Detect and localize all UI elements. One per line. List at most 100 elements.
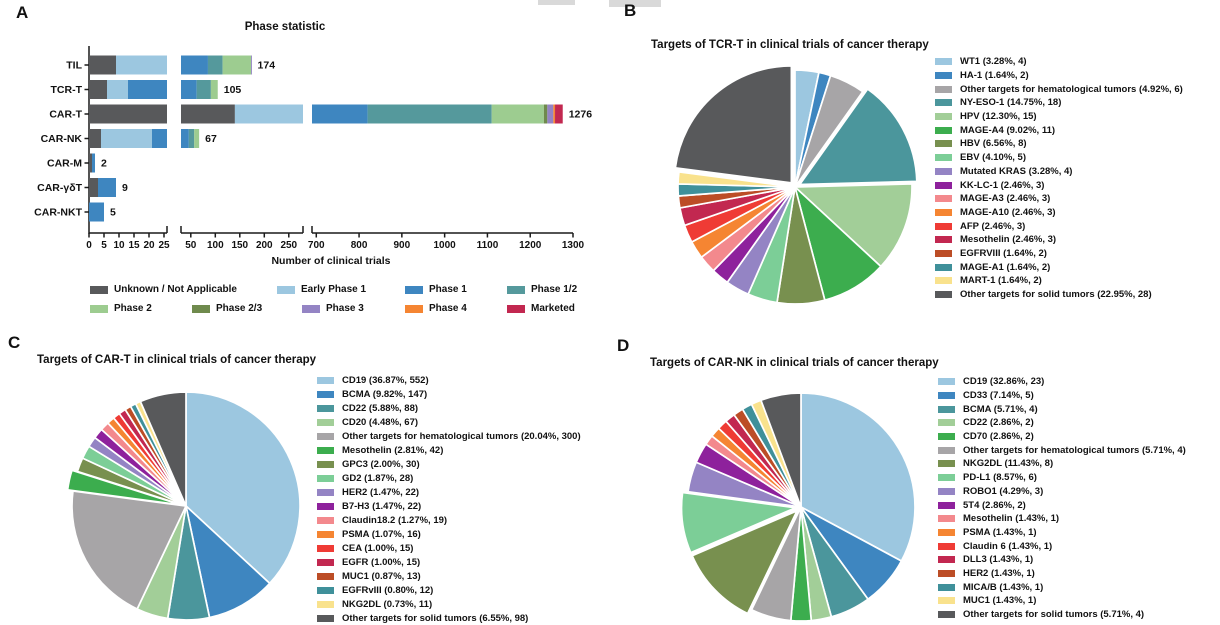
pie-legend-item: AFP (2.46%, 3) — [935, 219, 1183, 233]
panel-d-letter: D — [617, 336, 630, 355]
pie-legend-item: GPC3 (2.00%, 30) — [317, 457, 581, 471]
legend-swatch — [90, 304, 108, 313]
legend-swatch — [935, 154, 952, 162]
legend-swatch — [317, 600, 334, 608]
pie-slice — [750, 506, 802, 622]
legend-label: Early Phase 1 — [301, 284, 367, 295]
bar-segment — [89, 178, 98, 197]
legend-label: CD70 (2.86%, 2) — [963, 431, 1034, 443]
legend-swatch — [935, 263, 952, 271]
legend-swatch — [317, 530, 334, 538]
legend-label: EGFR (1.00%, 15) — [342, 556, 421, 568]
legend-swatch — [317, 572, 334, 580]
legend-label: HA-1 (1.64%, 2) — [960, 70, 1029, 82]
pie-legend-item: Mesothelin (2.46%, 3) — [935, 233, 1183, 247]
pie-legend-item: ROBO1 (4.29%, 3) — [938, 485, 1186, 499]
x-tick-label: 1000 — [434, 240, 457, 251]
carnk-pie-legend: CD19 (32.86%, 23) CD33 (7.14%, 5) BCMA (5.… — [938, 375, 1186, 621]
legend-label: MAGE-A4 (9.02%, 11) — [960, 124, 1056, 136]
bar-total-label: 2 — [101, 158, 107, 170]
legend-label: GD2 (1.87%, 28) — [342, 472, 414, 484]
x-tick-label: 1200 — [519, 240, 542, 251]
legend-swatch — [317, 558, 334, 566]
legend-swatch — [935, 140, 952, 148]
pie-slice — [691, 509, 798, 615]
phase-legend-item: Early Phase 1 — [277, 284, 366, 295]
legend-label: MAGE-A1 (1.64%, 2) — [960, 261, 1051, 273]
bar-segment — [92, 153, 95, 173]
legend-label: CD22 (2.86%, 2) — [963, 417, 1034, 429]
legend-swatch — [935, 236, 952, 244]
legend-swatch — [938, 378, 955, 386]
bar-segment — [101, 129, 152, 148]
phase-legend-item: Phase 1/2 — [507, 284, 577, 295]
legend-label: MUC1 (1.43%, 1) — [963, 595, 1037, 607]
pie-legend-item: MAGE-A4 (9.02%, 11) — [935, 123, 1183, 137]
bar-segment — [89, 153, 92, 173]
pie-slice — [799, 88, 918, 186]
pie-legend-item: Other targets for solid tumors (22.95%, … — [935, 288, 1183, 302]
legend-swatch — [938, 419, 955, 427]
bar-segment — [251, 55, 252, 75]
phase-legend-item: Phase 2 — [90, 303, 152, 314]
legend-swatch — [938, 446, 955, 454]
bar-total-label: 5 — [110, 207, 116, 219]
x-tick-label: 1100 — [477, 240, 499, 251]
legend-swatch — [317, 474, 334, 482]
pie-slice — [677, 171, 796, 188]
legend-label: Mesothelin (2.81%, 42) — [342, 444, 444, 456]
bar-total-label: 105 — [224, 84, 242, 96]
legend-label: AFP (2.46%, 3) — [960, 220, 1026, 232]
legend-swatch — [935, 113, 952, 121]
pie-legend-item: Mesothelin (1.43%, 1) — [938, 512, 1186, 526]
category-label: CAR-γδT — [37, 182, 82, 194]
pie-legend-item: PSMA (1.43%, 1) — [938, 526, 1186, 540]
pie-legend-item: NY-ESO-1 (14.75%, 18) — [935, 96, 1183, 110]
legend-label: GPC3 (2.00%, 30) — [342, 458, 420, 470]
legend-label: PSMA (1.07%, 16) — [342, 528, 421, 540]
legend-label: HER2 (1.43%, 1) — [963, 567, 1035, 579]
x-tick-label: 1300 — [562, 240, 585, 251]
phase-legend-item: Unknown / Not Applicable — [90, 284, 237, 295]
bar-segment — [89, 80, 107, 99]
legend-swatch — [405, 304, 423, 313]
x-tick-label: 100 — [207, 240, 224, 251]
tcrt-pie-chart — [674, 65, 918, 305]
pie-slice — [794, 74, 864, 188]
legend-label: Claudin18.2 (1.27%, 19) — [342, 514, 448, 526]
pie-legend-item: EBV (4.10%, 5) — [935, 151, 1183, 165]
pie-legend-item: 5T4 (2.86%, 2) — [938, 498, 1186, 512]
legend-label: Phase 2 — [114, 303, 152, 314]
pie-legend-item: NKG2DL (11.43%, 8) — [938, 457, 1186, 471]
legend-swatch — [938, 433, 955, 441]
legend-label: Phase 3 — [326, 303, 364, 314]
x-tick-label: 250 — [280, 240, 297, 251]
pie-legend-item: Mutated KRAS (3.28%, 4) — [935, 165, 1183, 179]
pie-slice — [139, 391, 187, 507]
legend-swatch — [938, 515, 955, 523]
legend-label: 5T4 (2.86%, 2) — [963, 499, 1026, 511]
cart-pie-chart — [66, 391, 301, 621]
pie-legend-item: CD20 (4.48%, 67) — [317, 415, 581, 429]
pie-legend-item: CD70 (2.86%, 2) — [938, 430, 1186, 444]
legend-swatch — [317, 446, 334, 454]
pie-slice — [760, 392, 802, 508]
legend-swatch — [317, 390, 334, 398]
legend-label: Phase 1/2 — [531, 284, 578, 295]
pie-legend-item: HPV (12.30%, 15) — [935, 110, 1183, 124]
legend-label: BCMA (5.71%, 4) — [963, 403, 1038, 415]
pie-legend-item: MUC1 (0.87%, 13) — [317, 569, 581, 583]
legend-label: Other targets for hematological tumors (… — [963, 444, 1186, 456]
panel-b-title: Targets of TCR-T in clinical trials of c… — [651, 39, 929, 51]
bar-segment — [181, 55, 208, 75]
legend-label: Phase 1 — [429, 284, 467, 295]
panel-c-letter: C — [8, 333, 21, 352]
bar-segment — [234, 104, 303, 124]
bar-segment — [107, 80, 128, 99]
crop-artifact — [538, 0, 575, 5]
legend-swatch — [938, 542, 955, 550]
bar-segment — [98, 178, 116, 197]
pie-legend-item: CD33 (7.14%, 5) — [938, 389, 1186, 403]
bar-segment — [196, 80, 211, 99]
